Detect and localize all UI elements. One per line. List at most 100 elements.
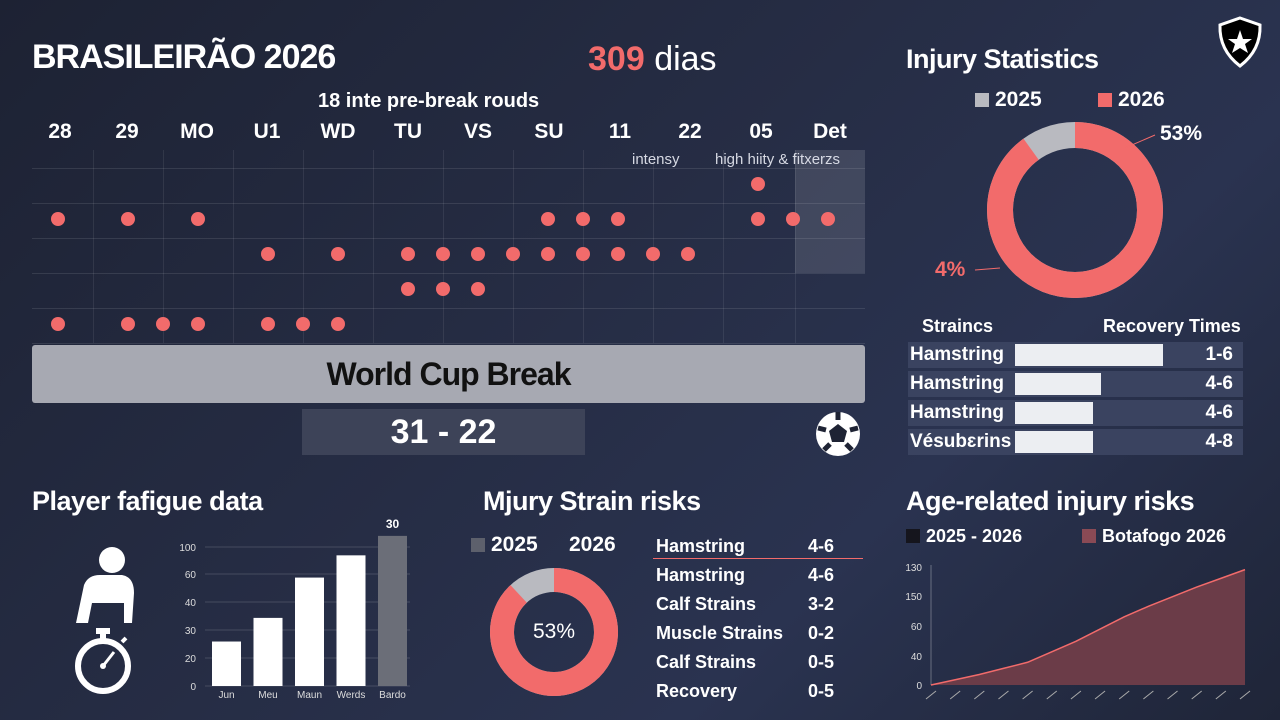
strain-value: 3-2 bbox=[808, 594, 835, 614]
injury-stats-title: Injury Statistics bbox=[906, 44, 1099, 74]
y-tick-label: 130 bbox=[905, 563, 922, 574]
fixture-dot bbox=[121, 212, 135, 226]
age-title: Age-related injury risks bbox=[906, 486, 1195, 516]
strain-row: Calf Strains 3-2 bbox=[656, 594, 861, 620]
botafogo-crest-icon bbox=[1216, 16, 1264, 73]
fixture-dot bbox=[121, 317, 135, 331]
grid-line bbox=[32, 343, 865, 344]
x-tick-label: Maun bbox=[297, 690, 322, 701]
grid-line bbox=[653, 150, 654, 343]
fixture-grid bbox=[32, 150, 865, 344]
y-tick-label: 100 bbox=[179, 543, 196, 554]
x-tick-mark bbox=[1070, 690, 1082, 700]
table-header-strains: Straincs bbox=[922, 316, 994, 336]
highlight-column bbox=[795, 150, 865, 273]
strain-row: Calf Strains 0-5 bbox=[656, 652, 861, 678]
fixture-dot bbox=[506, 247, 520, 261]
strain-legend-2026: 2026 bbox=[569, 533, 616, 556]
recovery-value: 4-6 bbox=[1205, 402, 1233, 423]
x-tick-mark bbox=[1022, 690, 1033, 700]
grid-line bbox=[795, 150, 796, 343]
strain-title: Mjury Strain risks bbox=[483, 486, 701, 516]
legend-label: 2025 - 2026 bbox=[926, 526, 1023, 546]
x-tick-mark bbox=[1118, 690, 1130, 700]
strain-value: 4-6 bbox=[808, 536, 835, 556]
fixture-dot bbox=[681, 247, 695, 261]
x-tick-label: Jun bbox=[218, 690, 234, 701]
recovery-bar bbox=[1015, 344, 1163, 366]
table-header-recovery: Recovery Times bbox=[1103, 316, 1241, 336]
legend-swatch bbox=[906, 529, 920, 543]
fixture-dot bbox=[471, 282, 485, 296]
x-tick-label: Meu bbox=[258, 690, 277, 701]
injury-name: Vésubɛrins bbox=[910, 431, 1012, 452]
fatigue-bar-chart: 0 20 30 40 60 100 Jun Meu Maun Werds Bardo 30 bbox=[179, 517, 410, 701]
fixture-dot bbox=[331, 317, 345, 331]
strain-row: Muscle Strains 0-2 bbox=[656, 623, 861, 649]
x-tick-mark bbox=[998, 690, 1009, 700]
x-tick-mark bbox=[973, 690, 985, 700]
donut-leader-lines bbox=[974, 134, 1156, 271]
y-tick-label: 0 bbox=[916, 681, 922, 692]
strain-name: Calf Strains bbox=[656, 594, 757, 614]
legend-swatch bbox=[1098, 93, 1112, 107]
column-header: MO bbox=[180, 120, 214, 143]
note-intensity: intensy bbox=[632, 151, 680, 168]
x-tick-mark bbox=[1239, 690, 1251, 700]
fixture-dot bbox=[436, 282, 450, 296]
fixture-dot bbox=[471, 247, 485, 261]
legend-2026: 2026 bbox=[1098, 88, 1165, 112]
legend-label: 2026 bbox=[1118, 88, 1165, 111]
column-header: 28 bbox=[48, 120, 72, 143]
x-tick-mark bbox=[1046, 690, 1058, 700]
fixture-dot bbox=[786, 212, 800, 226]
fixture-dot bbox=[261, 317, 275, 331]
strain-donut-label: 53% bbox=[532, 620, 576, 643]
y-tick-label: 40 bbox=[911, 652, 923, 663]
injury-row: Hamstring 1-6 bbox=[908, 342, 1243, 368]
grid-line bbox=[723, 150, 724, 343]
grid-line bbox=[32, 203, 865, 204]
world-cup-break-banner: World Cup Break bbox=[32, 345, 865, 403]
column-header: 05 bbox=[749, 120, 773, 143]
bar bbox=[378, 535, 407, 686]
fixture-dot bbox=[51, 317, 65, 331]
strain-row: Hamstring 4-6 bbox=[656, 565, 861, 591]
x-tick-mark bbox=[1167, 690, 1178, 700]
donut-2026-segment bbox=[987, 122, 1163, 298]
y-tick-label: 150 bbox=[905, 592, 922, 603]
column-header: TU bbox=[394, 120, 422, 143]
injury-name: Hamstring bbox=[910, 344, 1004, 365]
soccer-ball-icon bbox=[814, 410, 862, 463]
strain-name: Hamstring bbox=[656, 565, 746, 585]
grid-line bbox=[373, 150, 374, 343]
grid-line bbox=[32, 308, 865, 309]
legend-swatch bbox=[471, 538, 485, 552]
injury-row: Hamstring 4-6 bbox=[908, 400, 1243, 426]
y-tick-label: 40 bbox=[185, 598, 197, 609]
strain-row: Recovery 0-5 bbox=[656, 681, 861, 707]
fixture-dot bbox=[611, 212, 625, 226]
recovery-value: 4-8 bbox=[1205, 431, 1233, 452]
x-tick-mark bbox=[1191, 690, 1203, 700]
recovery-bar bbox=[1015, 402, 1093, 424]
x-tick-mark bbox=[1094, 690, 1106, 700]
area-fill bbox=[931, 569, 1245, 685]
strain-donut-chart bbox=[490, 568, 618, 696]
injury-row: Vésubɛrins 4-8 bbox=[908, 429, 1243, 455]
grid-line bbox=[163, 150, 164, 343]
strain-value: 0-5 bbox=[808, 681, 835, 701]
column-header: U1 bbox=[253, 120, 281, 143]
age-legend-1: 2025 - 2026 bbox=[906, 526, 1022, 547]
injury-name: Hamstring bbox=[910, 402, 1004, 423]
x-tick-mark bbox=[1215, 690, 1227, 700]
grid-line bbox=[443, 150, 444, 343]
note-fixtures: high hiity & fitxerzs bbox=[715, 151, 841, 168]
grid-line bbox=[32, 273, 865, 274]
recovery-bar bbox=[1015, 373, 1101, 395]
bar bbox=[253, 617, 283, 686]
y-tick-label: 30 bbox=[185, 626, 197, 637]
recovery-bar bbox=[1015, 431, 1093, 453]
fixture-dot bbox=[576, 247, 590, 261]
legend-label: 2025 bbox=[995, 88, 1042, 111]
